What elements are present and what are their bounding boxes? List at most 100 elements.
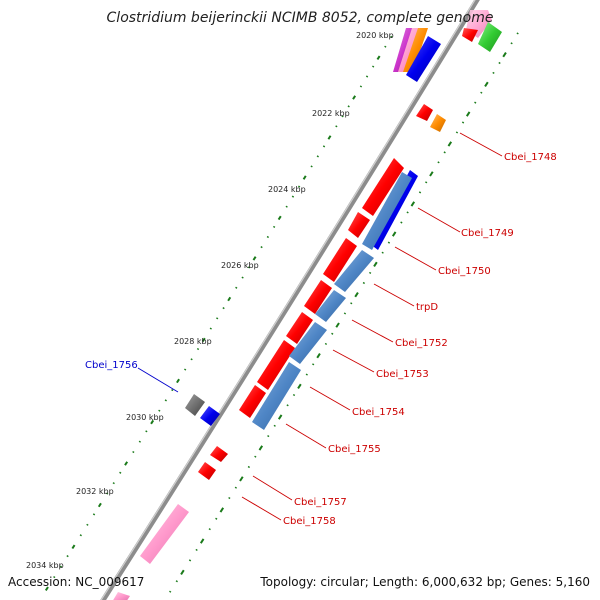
- tick-mark-minor: [195, 548, 198, 552]
- tick-mark-major: [484, 81, 489, 87]
- tick-mark-minor: [455, 131, 459, 134]
- leader-cbei-1750: [394, 246, 437, 271]
- gene-cbei-1750-red: [348, 212, 370, 238]
- tick-mark-minor: [145, 430, 148, 433]
- tick-mark-major: [97, 502, 102, 508]
- tick-mark-minor: [247, 266, 251, 269]
- tick-mark-major: [150, 419, 155, 425]
- top-feature-cluster: [393, 10, 502, 82]
- gene-cbei-1755-red: [239, 385, 266, 418]
- tick-mark-major: [447, 141, 453, 147]
- tick-mark-minor: [387, 241, 391, 244]
- tick-mark-minor: [286, 404, 289, 407]
- tick-mark-minor: [480, 91, 483, 94]
- gene-label-cbei-1752[interactable]: Cbei_1752: [395, 338, 448, 349]
- tick-mark-major: [373, 261, 378, 267]
- tick-mark-major: [258, 445, 264, 451]
- tick-mark-minor: [132, 450, 135, 454]
- tick-mark-minor: [510, 42, 513, 45]
- tick-mark-minor: [335, 125, 338, 128]
- tick-mark-minor: [267, 435, 270, 438]
- tick-mark-major: [201, 337, 206, 343]
- tick-track-right: [169, 32, 519, 593]
- tick-mark-minor: [312, 363, 315, 366]
- tick-mark-minor: [228, 496, 231, 500]
- tick-mark-minor: [384, 45, 387, 48]
- tick-mark-minor: [400, 221, 403, 224]
- gene-label-cbei-1757[interactable]: Cbei_1757: [294, 497, 347, 508]
- gene-feature-orange-top: [403, 28, 428, 72]
- gene-cbei-1757-red: [210, 446, 228, 462]
- gene-feature-red-1747: [416, 104, 433, 121]
- gene-label-trpd[interactable]: trpD: [416, 302, 438, 313]
- gene-label-cbei-1755[interactable]: Cbei_1755: [328, 444, 381, 455]
- tick-mark-major: [124, 461, 129, 466]
- tick-mark-minor: [365, 75, 369, 78]
- tick-mark-major: [302, 175, 307, 180]
- tick-mark-minor: [79, 534, 82, 537]
- gene-label-cbei-1758[interactable]: Cbei_1758: [283, 516, 336, 527]
- tick-mark-minor: [381, 251, 384, 254]
- tick-mark-minor: [190, 358, 193, 361]
- gene-label-cbei-1754[interactable]: Cbei_1754: [352, 407, 405, 418]
- tick-mark-minor: [369, 271, 372, 274]
- tick-label-2030: 2030 kbp: [126, 413, 164, 422]
- tick-mark-minor: [175, 580, 178, 583]
- tick-mark-minor: [291, 195, 295, 198]
- tick-labels: 2020 kbp 2022 kbp 2024 kbp 2026 kbp 2028…: [26, 31, 394, 570]
- gene-labels: Cbei_1748 Cbei_1749 Cbei_1750 trpD Cbei_…: [85, 152, 557, 527]
- tick-mark-minor: [273, 424, 276, 427]
- tick-mark-major: [376, 55, 381, 60]
- gene-feature-gray-1756: [185, 394, 205, 416]
- gene-feature-blue-1756: [200, 406, 220, 426]
- gene-cbei-1753-steel: [289, 322, 327, 364]
- tick-mark-minor: [266, 235, 270, 239]
- tick-mark-minor: [331, 332, 334, 335]
- gene-label-cbei-1750[interactable]: Cbei_1750: [438, 266, 491, 277]
- tick-mark-minor: [390, 35, 393, 38]
- gene-cbei-1752-steel: [315, 290, 346, 322]
- tick-mark-minor: [222, 307, 225, 310]
- genome-backbone: [100, 0, 480, 600]
- tick-mark-major: [277, 414, 283, 420]
- tick-mark-minor: [498, 61, 501, 65]
- tick-mark-major: [410, 201, 416, 207]
- tick-mark-minor: [492, 71, 495, 74]
- gene-cbei-1758-red: [198, 462, 216, 480]
- tick-mark-minor: [260, 246, 263, 249]
- gene-label-cbei-1749[interactable]: Cbei_1749: [461, 228, 514, 239]
- tick-mark-major: [239, 476, 244, 482]
- gene-trpd-red: [323, 238, 357, 282]
- tick-mark-minor: [169, 590, 172, 593]
- leader-cbei-1753: [332, 349, 375, 373]
- gene-label-cbei-1753[interactable]: Cbei_1753: [376, 369, 429, 380]
- label-leaders: [137, 132, 503, 521]
- tick-mark-minor: [474, 101, 477, 104]
- tick-mark-major: [465, 111, 471, 117]
- tick-mark-minor: [359, 85, 363, 88]
- tick-mark-minor: [138, 440, 142, 443]
- tick-mark-major: [352, 95, 357, 100]
- gene-cbei-1752-red: [304, 280, 332, 314]
- tick-mark-minor: [188, 559, 192, 562]
- tick-mark-minor: [305, 373, 308, 376]
- tick-mark-minor: [234, 486, 238, 489]
- gene-label-cbei-1756[interactable]: Cbei_1756: [85, 360, 138, 371]
- gene-label-cbei-1748[interactable]: Cbei_1748: [504, 152, 557, 163]
- gene-feature-blue-top: [406, 36, 441, 82]
- gene-cbei-1754-red: [257, 340, 295, 390]
- tick-mark-minor: [196, 347, 200, 351]
- tick-mark-minor: [285, 205, 288, 208]
- tick-mark-minor: [324, 342, 328, 346]
- tick-label-2032: 2032 kbp: [76, 487, 114, 496]
- tick-mark-minor: [112, 482, 115, 485]
- tick-mark-minor: [53, 576, 56, 579]
- tick-mark-minor: [516, 32, 519, 35]
- tick-label-2024: 2024 kbp: [268, 185, 306, 194]
- forward-strand-genes: [239, 158, 404, 418]
- tick-label-2034: 2034 kbp: [26, 561, 64, 570]
- tick-mark-major: [327, 135, 332, 140]
- gene-trpd-steel: [334, 250, 374, 292]
- tick-mark-major: [227, 296, 232, 302]
